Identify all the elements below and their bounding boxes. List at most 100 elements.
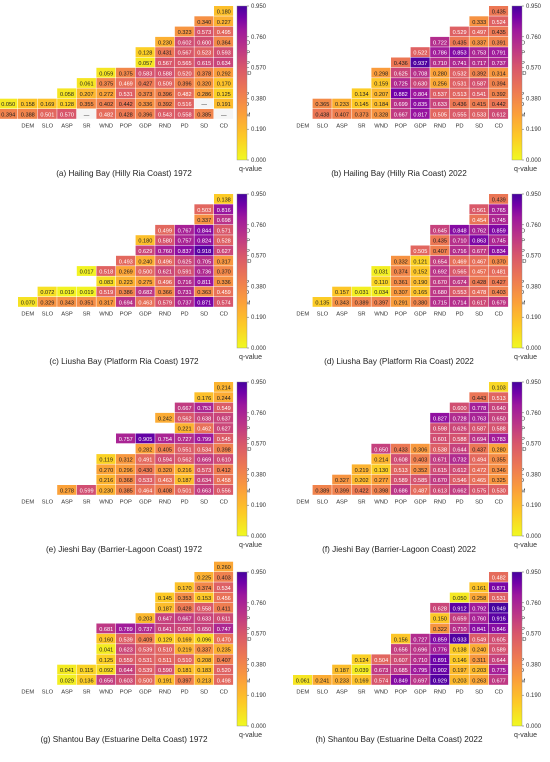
heatmap-cell: [155, 297, 175, 307]
heatmap-cell: [449, 88, 469, 99]
heatmap-cell: [174, 36, 194, 47]
heatmap-cell: [449, 454, 469, 464]
heatmap-cell: [430, 633, 450, 644]
cell-label: 0.392: [472, 71, 486, 77]
cell-label: 0.573: [197, 30, 211, 36]
heatmap-cell: [449, 36, 469, 47]
heatmap-cell: [214, 485, 234, 495]
cell-label: 0.150: [433, 617, 447, 623]
column-label: CD: [220, 689, 228, 695]
heatmap-cell: [391, 78, 411, 88]
cell-label: 0.169: [40, 102, 54, 108]
cell-label: 0.531: [453, 82, 467, 88]
heatmap-cell: [489, 602, 509, 613]
heatmap-cell: [194, 266, 214, 276]
heatmap-cell: [76, 297, 96, 307]
cell-label: 0.611: [217, 617, 231, 623]
heatmap-cell: [76, 266, 96, 276]
colorbar-tick-label: 0.380: [526, 284, 542, 290]
cell-label: 0.534: [217, 586, 231, 592]
heatmap-cell: [489, 245, 509, 256]
colorbar-tick-label: 0.000: [526, 534, 542, 540]
cell-label: 0.392: [492, 92, 506, 98]
heatmap-cell: [469, 255, 489, 266]
heatmap-cell: [430, 654, 450, 665]
heatmap-cell: [449, 633, 469, 644]
heatmap-cell: [430, 67, 450, 78]
cell-label: 0.058: [60, 92, 74, 98]
colorbar-label: q-value: [239, 354, 262, 361]
heatmap-cell: [410, 443, 430, 454]
cell-label: 0.589: [394, 478, 408, 484]
cell-label: 0.692: [433, 270, 447, 276]
heatmap-cell: [410, 98, 430, 109]
cell-label: 0.146: [453, 658, 467, 664]
heatmap-cell: [116, 255, 136, 266]
heatmap-cell: [489, 443, 509, 454]
panel-title: (e) Jieshi Bay (Barrier-Lagoon Coast) 19…: [46, 545, 203, 554]
cell-label: 0.494: [472, 458, 486, 464]
heatmap-cell: [430, 245, 450, 256]
heatmap-cell: [410, 67, 430, 78]
cell-label: 0.031: [355, 290, 369, 296]
heatmap-cell: [194, 297, 214, 307]
cell-label: 0.180: [138, 239, 152, 245]
cell-label: 0.567: [158, 61, 172, 67]
cell-label: 0.493: [119, 259, 133, 265]
heatmap-cell: [194, 592, 214, 603]
heatmap-cell: [489, 276, 509, 287]
heatmap-cell: [469, 644, 489, 654]
heatmap-cell: [391, 276, 411, 287]
cell-label: 0.533: [472, 112, 486, 118]
cell-label: 0.789: [119, 627, 133, 633]
cell-label: 0.439: [492, 197, 506, 203]
heatmap-cell: [174, 443, 194, 454]
heatmap-cell: [430, 47, 450, 57]
cell-label: 0.039: [355, 668, 369, 674]
cell-label: 0.633: [197, 617, 211, 623]
heatmap-cell: [174, 109, 194, 119]
heatmap-cell: [489, 572, 509, 582]
heatmap-cell: [469, 286, 489, 297]
heatmap-cell: [214, 454, 234, 464]
column-label: CD: [495, 123, 503, 129]
cell-label: 0.396: [138, 112, 152, 118]
heatmap-cell: [96, 474, 116, 485]
heatmap-cell: [155, 98, 175, 109]
heatmap-cell: [194, 36, 214, 47]
heatmap-cell: [214, 664, 234, 675]
cell-label: 0.776: [433, 648, 447, 654]
cell-label: 0.050: [1, 102, 15, 108]
heatmap-cell: [430, 454, 450, 464]
cell-label: 0.503: [197, 208, 211, 214]
cell-label: 0.159: [374, 82, 388, 88]
panel-title: (h) Shantou Bay (Estuarine Delta Coast) …: [315, 735, 482, 744]
heatmap-cell: [489, 255, 509, 266]
cell-label: 0.282: [138, 447, 152, 453]
cell-label: 0.029: [60, 678, 74, 684]
cell-label: 0.291: [394, 300, 408, 306]
cell-label: 0.817: [413, 112, 427, 118]
heatmap-cell: [332, 675, 352, 685]
cell-label: 0.565: [453, 270, 467, 276]
cell-label: 0.396: [158, 92, 172, 98]
cell-label: 0.363: [197, 290, 211, 296]
heatmap-cell: [449, 644, 469, 654]
column-label: ASP: [336, 123, 348, 129]
heatmap-cell: [449, 402, 469, 413]
cell-label: 0.504: [374, 658, 388, 664]
column-label: ASP: [61, 311, 73, 317]
cell-label: 0.017: [80, 270, 94, 276]
cell-label: 0.482: [178, 92, 192, 98]
heatmap-cell: [469, 36, 489, 47]
heatmap-cell: [96, 297, 116, 307]
heatmap-cell: [410, 644, 430, 654]
heatmap-cell: [214, 194, 234, 204]
cell-label: 0.230: [99, 488, 113, 494]
heatmap-cell: [18, 98, 38, 109]
cell-label: 0.277: [374, 478, 388, 484]
heatmap-cell: [489, 204, 509, 215]
cell-label: 0.405: [158, 447, 172, 453]
colorbar-tick-label: 0.380: [526, 662, 542, 668]
cell-label: 0.630: [413, 82, 427, 88]
